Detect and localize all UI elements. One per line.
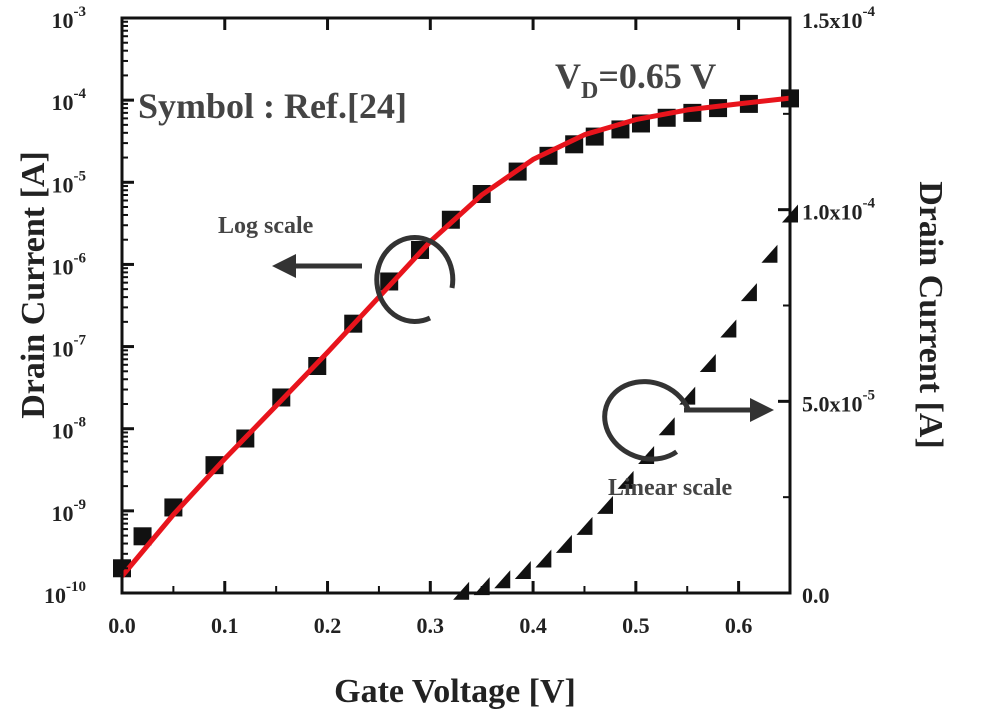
data-point-linear (617, 470, 634, 489)
y-left-tick-label: 10-10 (44, 579, 86, 608)
data-point-linear (740, 283, 757, 302)
y-left-tick-label: 10-3 (52, 4, 87, 33)
x-axis-title: Gate Voltage [V] (334, 673, 576, 710)
x-tick-label: 0.3 (417, 613, 445, 638)
data-point-linear (535, 549, 552, 568)
y-right-axis-title: Drain Current [A] (912, 181, 949, 449)
y-left-tick-label: 10-4 (52, 86, 87, 115)
y-left-tick-label: 10-9 (52, 497, 87, 526)
linear-scale-label: Linear scale (608, 475, 733, 501)
data-point-linear (761, 244, 778, 263)
data-point-log (380, 272, 399, 291)
data-point-linear (720, 319, 737, 338)
symbol-reference-note: Symbol : Ref.[24] (138, 86, 407, 126)
x-tick-label: 0.0 (108, 613, 136, 638)
log-scale-callout-circle (374, 235, 456, 324)
y-right-tick-label: 5.0x10-5 (802, 387, 875, 416)
x-tick-label: 0.2 (314, 613, 342, 638)
data-point-log (205, 456, 224, 475)
data-point-linear (453, 581, 470, 600)
fit-line-log (120, 95, 791, 578)
left-arrow-icon (272, 254, 296, 278)
data-point-linear (494, 570, 511, 589)
x-tick-label: 0.5 (622, 613, 650, 638)
y-left-tick-label: 10-6 (52, 250, 87, 279)
y-left-tick-label: 10-8 (52, 415, 87, 444)
data-point-linear (555, 534, 572, 553)
y-right-tick-label: 1.5x10-4 (802, 4, 875, 33)
x-tick-label: 0.1 (211, 613, 239, 638)
x-tick-label: 0.4 (519, 613, 547, 638)
y-left-tick-label: 10-5 (52, 168, 87, 197)
x-tick-label: 0.6 (725, 613, 753, 638)
y-right-tick-label: 0.0 (802, 583, 830, 608)
bias-annotation: VD=0.65 V (555, 56, 716, 104)
data-point-log (133, 527, 152, 546)
linear-scale-callout-circle (602, 379, 692, 462)
data-point-linear (576, 516, 593, 535)
log-scale-label: Log scale (218, 213, 314, 239)
right-arrow-icon (750, 398, 774, 422)
data-point-linear (514, 561, 531, 579)
y-left-axis-title: Drain Current [A] (15, 151, 52, 419)
data-point-linear (699, 354, 716, 372)
y-right-tick-label: 1.0x10-4 (802, 196, 875, 225)
data-point-linear (597, 495, 614, 514)
y-left-tick-label: 10-7 (52, 333, 87, 362)
data-point-linear (658, 417, 675, 436)
